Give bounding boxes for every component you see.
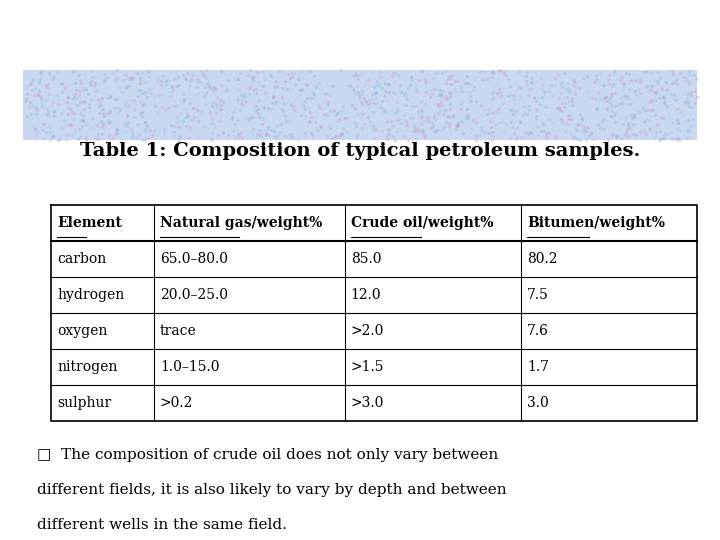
Text: sulphur: sulphur — [57, 396, 112, 410]
Text: >2.0: >2.0 — [351, 324, 384, 338]
Bar — [23, 70, 697, 140]
Text: 7.6: 7.6 — [527, 324, 549, 338]
Text: 12.0: 12.0 — [351, 288, 382, 302]
Text: trace: trace — [160, 324, 197, 338]
Text: >3.0: >3.0 — [351, 396, 384, 410]
Text: Crude oil/weight%: Crude oil/weight% — [351, 216, 493, 230]
Text: 85.0: 85.0 — [351, 252, 381, 266]
Text: >1.5: >1.5 — [351, 360, 384, 374]
Text: Natural gas/weight%: Natural gas/weight% — [160, 216, 323, 230]
Text: carbon: carbon — [57, 252, 107, 266]
Text: different wells in the same field.: different wells in the same field. — [37, 518, 287, 532]
Text: >0.2: >0.2 — [160, 396, 193, 410]
Text: different fields, it is also likely to vary by depth and between: different fields, it is also likely to v… — [37, 483, 507, 497]
Text: oxygen: oxygen — [57, 324, 107, 338]
Text: 1.0–15.0: 1.0–15.0 — [160, 360, 220, 374]
Text: nitrogen: nitrogen — [57, 360, 117, 374]
Text: 80.2: 80.2 — [527, 252, 557, 266]
Text: 65.0–80.0: 65.0–80.0 — [160, 252, 228, 266]
Text: Table 1: Composition of typical petroleum samples.: Table 1: Composition of typical petroleu… — [80, 142, 640, 160]
Text: 7.5: 7.5 — [527, 288, 549, 302]
Text: □  The composition of crude oil does not only vary between: □ The composition of crude oil does not … — [37, 448, 498, 462]
Text: Bitumen/weight%: Bitumen/weight% — [527, 216, 665, 230]
Text: 1.7: 1.7 — [527, 360, 549, 374]
Text: 3.0: 3.0 — [527, 396, 549, 410]
Text: hydrogen: hydrogen — [57, 288, 125, 302]
Text: Element: Element — [57, 216, 122, 230]
Text: 20.0–25.0: 20.0–25.0 — [160, 288, 228, 302]
